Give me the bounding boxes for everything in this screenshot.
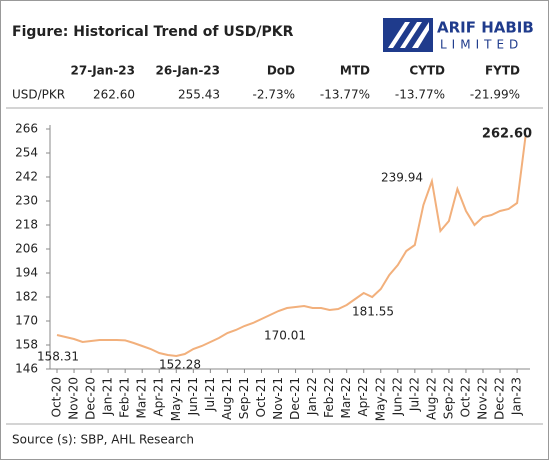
table-cell: -21.99% bbox=[470, 88, 520, 102]
x-tick-label: Mar-21 bbox=[135, 377, 149, 418]
x-tick-label: Sep-21 bbox=[237, 377, 251, 419]
source: Source (s): SBP, AHL Research bbox=[12, 433, 194, 447]
annotation: 239.94 bbox=[381, 171, 423, 185]
annotation: 152.28 bbox=[159, 358, 201, 372]
x-tick-label: Apr-22 bbox=[356, 377, 370, 417]
y-tick-label: 182 bbox=[15, 290, 38, 304]
x-tick-label: Dec-20 bbox=[84, 377, 98, 420]
y-tick-label: 170 bbox=[15, 314, 38, 328]
x-tick-label: Jun-21 bbox=[186, 377, 200, 416]
x-tick-label: Jan-21 bbox=[101, 377, 115, 416]
y-tick-label: 242 bbox=[15, 170, 38, 184]
table-header: DoD bbox=[267, 64, 295, 78]
annotation: 262.60 bbox=[482, 127, 532, 142]
x-tick-label: Dec-21 bbox=[288, 377, 302, 420]
x-tick-label: Aug-21 bbox=[220, 377, 234, 420]
x-tick-label: Jul-21 bbox=[203, 377, 217, 412]
y-tick-label: 218 bbox=[15, 218, 38, 232]
table-cell: -13.77% bbox=[320, 88, 370, 102]
row-label: USD/PKR bbox=[12, 88, 65, 102]
annotation: 181.55 bbox=[352, 305, 394, 319]
x-tick-label: Jul-22 bbox=[407, 377, 421, 412]
x-tick-label: May-21 bbox=[169, 377, 183, 421]
x-tick-label: Apr-21 bbox=[152, 377, 166, 417]
logo-stripes bbox=[388, 22, 429, 48]
x-tick-label: May-22 bbox=[373, 377, 387, 421]
table-cell: 262.60 bbox=[93, 88, 135, 102]
annotation: 170.01 bbox=[264, 329, 306, 343]
x-tick-label: Dec-22 bbox=[493, 377, 507, 420]
x-tick-label: Nov-21 bbox=[271, 377, 285, 420]
x-tick-label: Feb-21 bbox=[118, 377, 132, 418]
y-tick-label: 158 bbox=[15, 338, 38, 352]
table-cell: 255.43 bbox=[178, 88, 220, 102]
x-tick-label: Oct-21 bbox=[254, 377, 268, 417]
x-tick-label: Sep-22 bbox=[441, 377, 455, 419]
x-tick-label: Nov-20 bbox=[67, 377, 81, 420]
y-tick-label: 206 bbox=[15, 242, 38, 256]
x-tick-label: Mar-22 bbox=[339, 377, 353, 418]
x-tick-label: Jan-23 bbox=[510, 377, 524, 416]
logo-top: ARIF HABIB bbox=[437, 19, 534, 37]
annotation: 158.31 bbox=[37, 350, 79, 364]
y-tick-label: 254 bbox=[15, 146, 38, 160]
x-tick-label: Nov-22 bbox=[476, 377, 490, 420]
table-cell: -13.77% bbox=[395, 88, 445, 102]
table-header: 27-Jan-23 bbox=[71, 64, 135, 78]
x-tick-label: Feb-22 bbox=[322, 377, 336, 418]
x-tick-label: Oct-20 bbox=[50, 377, 64, 417]
line bbox=[56, 135, 527, 358]
y-tick-label: 194 bbox=[15, 266, 38, 280]
logo-bottom: LIMITED bbox=[440, 38, 523, 52]
x-tick-label: Aug-22 bbox=[424, 377, 438, 420]
y-tick-label: 230 bbox=[15, 194, 38, 208]
table-header: MTD bbox=[340, 64, 370, 78]
logo: ARIF HABIB LIMITED bbox=[383, 18, 534, 52]
x-tick-label: Oct-22 bbox=[458, 377, 472, 417]
table-cell: -2.73% bbox=[253, 88, 295, 102]
title: Figure: Historical Trend of USD/PKR bbox=[12, 24, 294, 40]
x-tick-label: Jan-22 bbox=[305, 377, 319, 416]
x-tick-label: Jun-22 bbox=[390, 377, 404, 416]
y-tick-label: 146 bbox=[15, 362, 38, 376]
table-header: FYTD bbox=[485, 64, 520, 78]
table-header: CYTD bbox=[409, 64, 445, 78]
y-tick-label: 266 bbox=[15, 122, 38, 136]
table-header: 26-Jan-23 bbox=[156, 64, 220, 78]
